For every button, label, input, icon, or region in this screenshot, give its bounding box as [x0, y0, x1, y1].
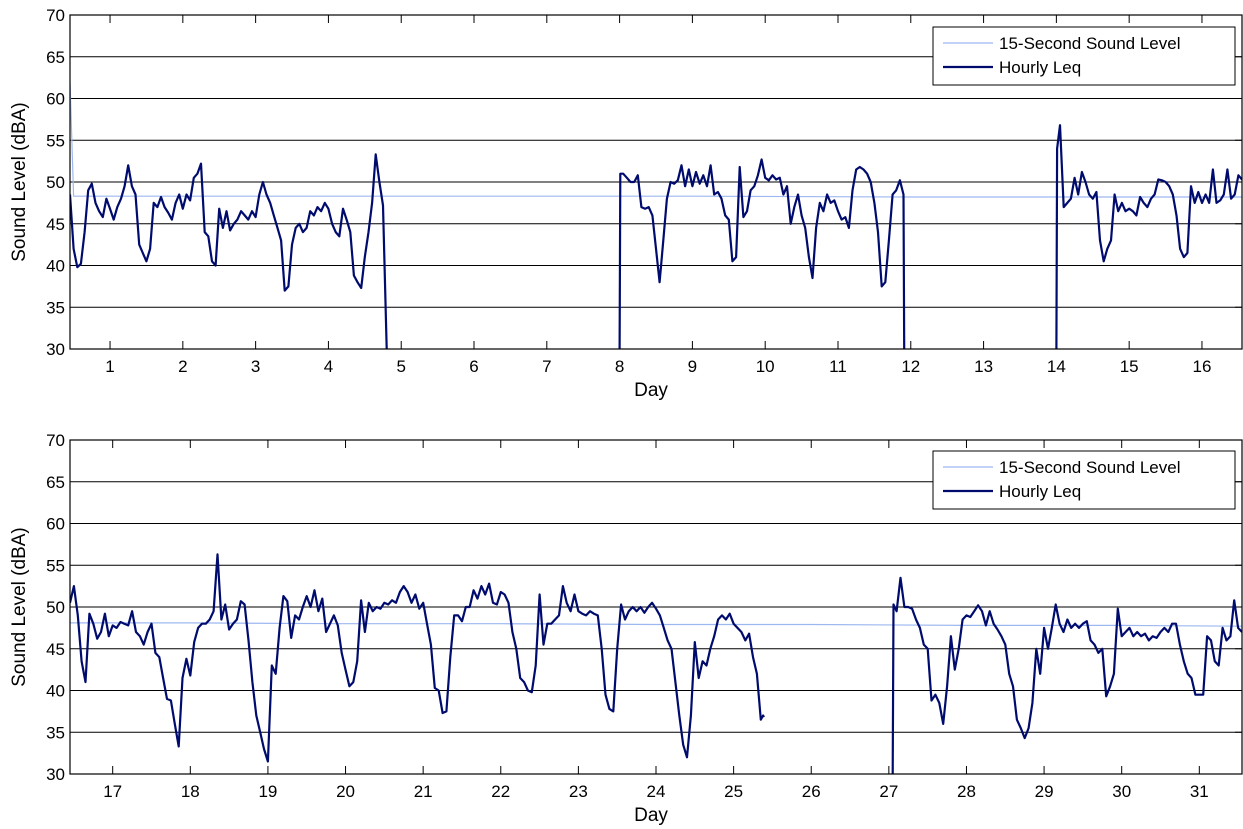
chart-panel-days-17-31: 30 35 40 45 50 55 60 65 70 17 18 19 20 21 22 23 24 25 26 27…	[9, 431, 1243, 826]
x-tick-label: 24	[647, 782, 666, 801]
y-axis-label: Sound Level (dBA)	[9, 527, 30, 687]
y-tick-label: 50	[46, 598, 65, 617]
y-axis-label: Sound Level (dBA)	[9, 102, 30, 262]
axes-frame	[69, 439, 1243, 775]
x-tick-label: 23	[569, 782, 588, 801]
y-tick-label: 30	[46, 765, 65, 784]
legend-label-15-second: 15-Second Sound Level	[999, 458, 1180, 477]
y-tick-label: 50	[46, 173, 65, 192]
x-tick-label: 10	[756, 357, 775, 376]
y-tick-label: 55	[46, 556, 65, 575]
legend-label-hourly-leq: Hourly Leq	[999, 58, 1081, 77]
series-line-hourly-leq	[891, 576, 1242, 774]
y-tick-label: 60	[46, 90, 65, 109]
series-line-hourly-leq	[70, 153, 388, 349]
axes-frame	[69, 14, 1243, 350]
legend-box	[932, 450, 1236, 510]
x-tick-label: 25	[724, 782, 743, 801]
series-line-hourly-leq	[1055, 124, 1242, 349]
x-tick-label: 5	[396, 357, 405, 376]
x-tick-label: 26	[802, 782, 821, 801]
x-tick-label: 7	[542, 357, 551, 376]
x-tick-label: 17	[103, 782, 122, 801]
x-tick-label: 15	[1120, 357, 1139, 376]
x-tick-label: 1	[105, 357, 114, 376]
x-tick-label: 2	[178, 357, 187, 376]
series-line-hourly-leq	[70, 553, 765, 763]
x-tick-label: 28	[957, 782, 976, 801]
x-tick-label: 8	[615, 357, 624, 376]
x-axis-label: Day	[634, 805, 668, 826]
x-axis-label: Day	[634, 380, 668, 401]
x-tick-label: 11	[829, 357, 847, 376]
x-tick-label: 9	[688, 357, 697, 376]
y-tick-label: 65	[46, 473, 65, 492]
x-tick-label: 21	[414, 782, 433, 801]
x-tick-label: 14	[1047, 357, 1066, 376]
x-tick-label: 13	[974, 357, 993, 376]
x-tick-label: 22	[491, 782, 510, 801]
x-tick-label: 3	[251, 357, 260, 376]
legend-box	[932, 26, 1236, 86]
legend: 15-Second Sound Level Hourly Leq	[932, 26, 1236, 86]
legend-label-15-second: 15-Second Sound Level	[999, 34, 1180, 53]
y-tick-label: 55	[46, 131, 65, 150]
y-tick-label: 70	[46, 6, 65, 25]
y-tick-label: 65	[46, 48, 65, 67]
y-tick-label: 30	[46, 340, 65, 359]
legend-label-hourly-leq: Hourly Leq	[999, 482, 1081, 501]
x-tick-label: 29	[1035, 782, 1054, 801]
y-tick-label: 40	[46, 257, 65, 276]
series-line-15-second	[70, 81, 1242, 198]
x-tick-label: 6	[469, 357, 478, 376]
x-tick-label: 18	[181, 782, 200, 801]
y-tick-label: 35	[46, 723, 65, 742]
y-tick-label: 35	[46, 298, 65, 317]
x-tick-label: 31	[1190, 782, 1209, 801]
x-tick-label: 16	[1193, 357, 1212, 376]
x-tick-label: 19	[258, 782, 277, 801]
y-tick-label: 40	[46, 682, 65, 701]
x-tick-label: 12	[901, 357, 920, 376]
y-tick-label: 60	[46, 515, 65, 534]
x-tick-label: 30	[1112, 782, 1131, 801]
x-tick-label: 27	[879, 782, 898, 801]
x-tick-label: 20	[336, 782, 355, 801]
y-tick-label: 70	[46, 431, 65, 450]
legend: 15-Second Sound Level Hourly Leq	[932, 450, 1236, 510]
series-line-hourly-leq	[618, 158, 906, 349]
y-tick-label: 45	[46, 215, 65, 234]
y-tick-label: 45	[46, 640, 65, 659]
x-tick-label: 4	[324, 357, 333, 376]
